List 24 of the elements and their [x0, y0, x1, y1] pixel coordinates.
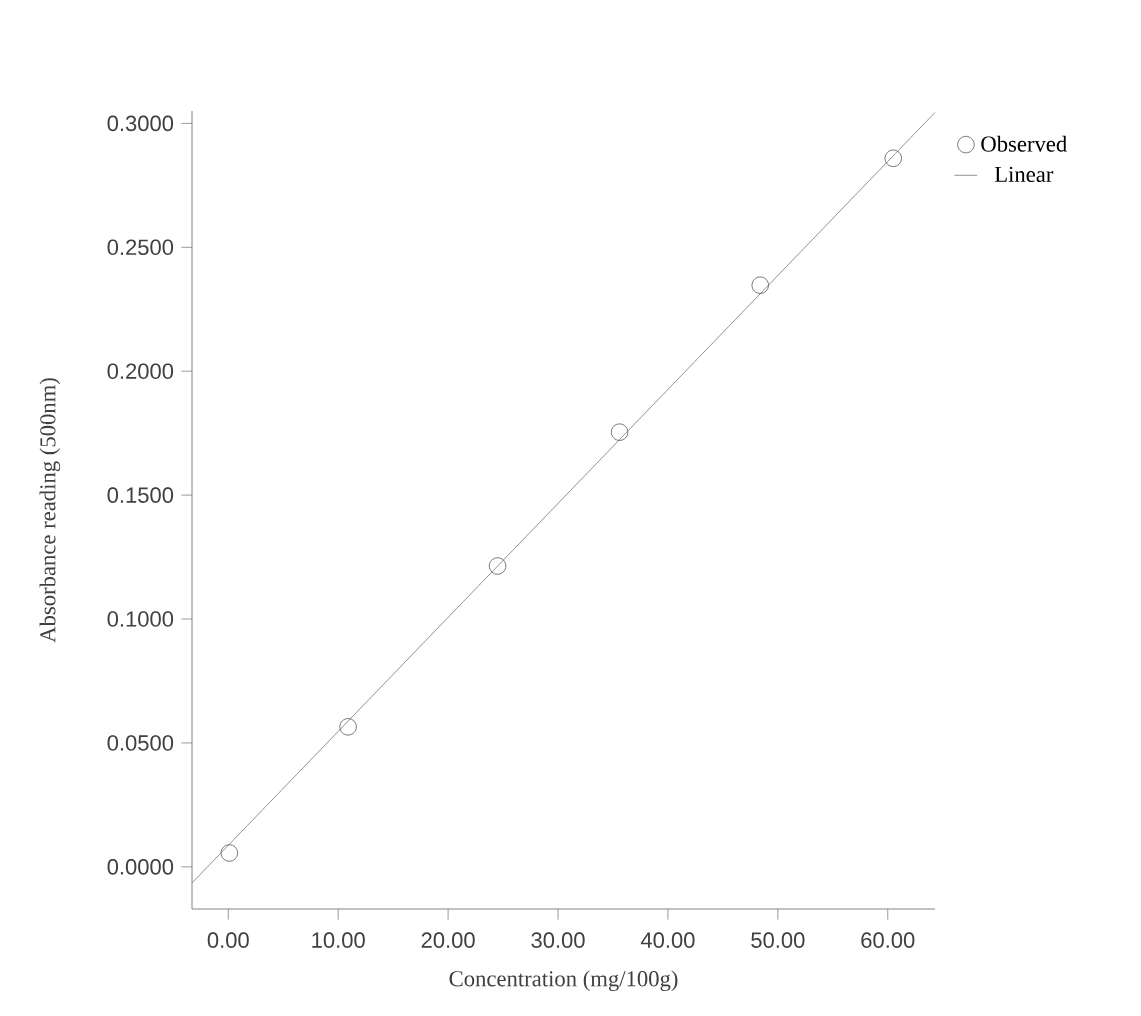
x-tick-label: 50.00 — [751, 932, 805, 948]
y-tick-label: 0.2500 — [107, 239, 174, 256]
y-tick-label: 0.3000 — [107, 115, 174, 132]
point — [884, 149, 902, 167]
x-tick-label: 10.00 — [312, 932, 365, 948]
y-tick-label: 0.0500 — [107, 735, 174, 751]
x-tick-label: 20.00 — [421, 932, 475, 948]
x-tick-label: 30.00 — [531, 932, 585, 948]
point — [220, 844, 239, 862]
x-axis-title: Concentration (mg/100g) — [449, 970, 678, 992]
y-axis-title: Absorbance reading (500nm) — [39, 378, 61, 643]
y-tick-label: 0.1000 — [107, 611, 174, 627]
y-tick-label: 0.1500 — [107, 487, 174, 503]
x-tick-label: 60.00 — [861, 932, 915, 948]
legend-label: Observed — [981, 135, 1067, 152]
point — [339, 718, 357, 736]
point — [751, 276, 769, 294]
point — [488, 557, 507, 575]
x-tick-label: 0.00 — [207, 932, 249, 948]
x-tick-label: 40.00 — [640, 932, 695, 948]
y-tick-label: 0.0000 — [107, 859, 174, 875]
y-tick-label: 0.2000 — [107, 363, 174, 379]
legend-label: Linear — [994, 166, 1054, 183]
point — [610, 423, 629, 441]
